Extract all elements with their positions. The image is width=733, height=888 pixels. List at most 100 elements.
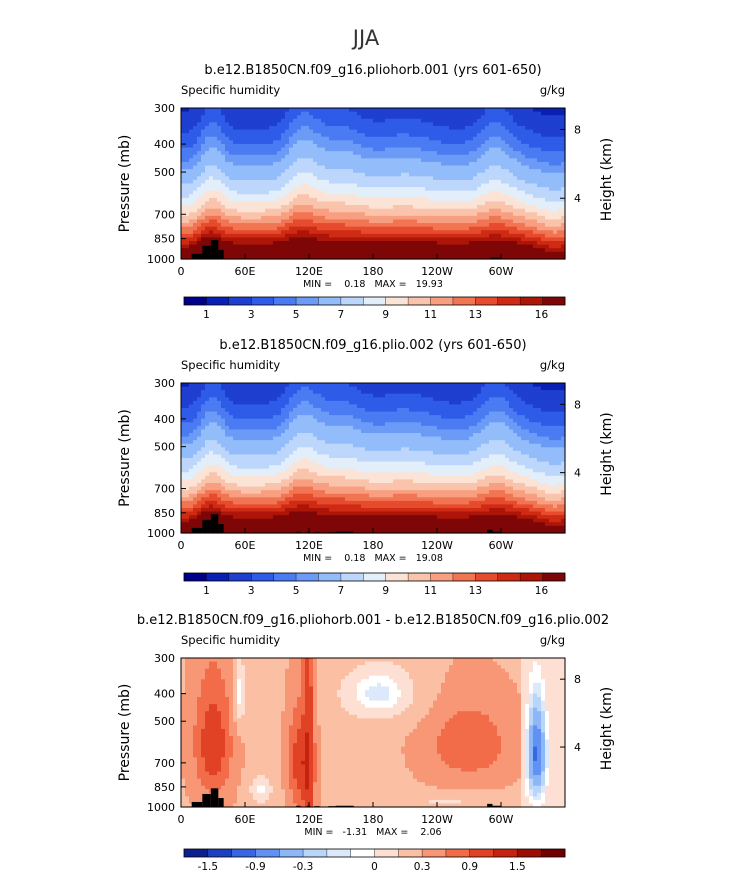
field-cell [257,183,262,188]
field-cell [413,226,418,231]
field-cell [389,244,394,249]
field-cell [229,397,234,402]
field-cell [217,129,222,134]
field-cell [469,161,474,167]
field-cell [253,493,258,498]
field-cell [193,208,198,213]
field-cell [265,154,270,159]
field-cell [497,143,502,149]
field-cell [445,147,450,152]
field-cell [233,440,238,445]
field-cell [461,161,466,167]
field-cell [469,183,474,188]
field-cell [525,219,530,224]
field-cell [321,179,326,185]
field-cell [261,465,266,470]
field-cell [281,233,286,239]
field-cell [477,230,482,235]
field-cell [233,386,238,391]
field-cell [437,187,442,192]
field-cell [509,237,514,242]
field-cell [257,486,262,491]
colorbar-label: 16 [535,309,549,321]
field-cell [345,161,350,167]
field-cell [433,208,438,213]
field-cell [201,183,206,188]
field-cell [277,179,282,185]
field-cell [509,151,514,156]
field-cell [417,208,422,213]
field-cell [197,223,202,228]
field-cell [397,201,402,206]
field-cell [205,205,210,210]
field-cell [429,233,434,239]
field-cell [493,151,498,156]
field-cell [469,215,474,221]
field-cell [237,422,242,427]
field-cell [249,176,254,181]
field-cell [481,154,486,159]
field-cell [281,108,286,113]
field-cell [397,233,402,239]
field-cell [293,219,298,224]
field-cell [273,251,278,257]
field-cell [265,176,270,181]
field-cell [225,511,230,516]
field-cell [301,129,306,134]
field-cell [325,136,330,141]
field-cell [437,129,442,134]
field-cell [477,190,482,195]
field-cell [181,122,186,127]
field-cell [217,143,222,149]
field-cell [433,125,438,131]
field-cell [325,172,330,177]
field-cell [509,226,514,231]
field-cell [401,215,406,221]
field-cell [425,165,430,170]
field-cell [213,223,218,228]
field-cell [425,140,430,145]
field-cell [465,115,470,120]
field-cell [265,147,270,152]
field-cell [185,169,190,174]
field-cell [501,165,506,170]
field-cell [197,201,202,206]
field-cell [281,151,286,156]
field-cell [181,161,186,167]
field-cell [289,219,294,224]
field-cell [541,122,546,127]
field-cell [453,129,458,134]
field-cell [261,208,266,213]
field-cell [477,215,482,221]
field-cell [509,201,514,206]
field-cell [533,176,538,181]
field-cell [245,165,250,170]
field-cell [533,197,538,203]
field-cell [425,172,430,177]
field-cell [397,190,402,195]
field-cell [549,143,554,149]
field-cell [257,194,262,199]
field-cell [309,165,314,170]
field-cell [373,169,378,174]
field-cell [333,201,338,206]
field-cell [437,136,442,141]
field-cell [197,111,202,116]
field-cell [281,161,286,167]
field-cell [185,205,190,210]
field-cell [305,223,310,228]
field-cell [373,122,378,127]
field-cell [313,226,318,231]
field-cell [185,108,190,113]
field-cell [417,151,422,156]
field-cell [437,154,442,159]
field-cell [353,255,358,260]
field-cell [213,479,218,484]
field-cell [405,237,410,242]
field-cell [357,183,362,188]
field-cell [257,390,262,395]
field-cell [337,165,342,170]
field-cell [509,169,514,174]
field-cell [225,108,230,113]
field-cell [537,115,542,120]
